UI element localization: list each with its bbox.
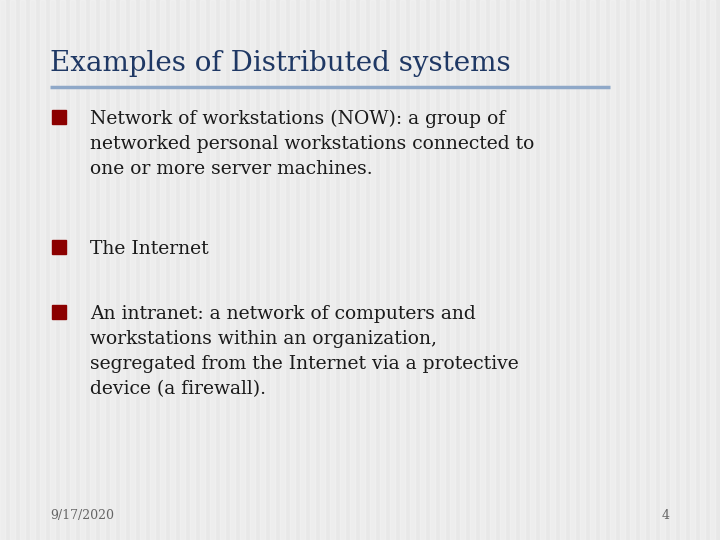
Bar <box>700 0 705 540</box>
Bar <box>52 305 66 319</box>
Bar <box>620 0 625 540</box>
Bar <box>650 0 655 540</box>
Bar <box>300 0 305 540</box>
Bar <box>170 0 175 540</box>
Bar <box>540 0 545 540</box>
Bar <box>90 0 95 540</box>
Bar <box>230 0 235 540</box>
Bar <box>320 0 325 540</box>
Bar <box>400 0 405 540</box>
Bar <box>60 0 65 540</box>
Bar <box>670 0 675 540</box>
Bar <box>600 0 605 540</box>
Bar <box>10 0 15 540</box>
Text: An intranet: a network of computers and
workstations within an organization,
seg: An intranet: a network of computers and … <box>90 305 518 398</box>
Bar <box>490 0 495 540</box>
Bar <box>530 0 535 540</box>
Bar <box>590 0 595 540</box>
Bar <box>450 0 455 540</box>
Bar <box>52 110 66 124</box>
Bar <box>150 0 155 540</box>
Bar <box>110 0 115 540</box>
Bar <box>710 0 715 540</box>
Bar <box>260 0 265 540</box>
Text: Examples of Distributed systems: Examples of Distributed systems <box>50 50 510 77</box>
Bar <box>160 0 165 540</box>
Bar <box>220 0 225 540</box>
Bar <box>330 0 335 540</box>
Bar <box>250 0 255 540</box>
Bar <box>440 0 445 540</box>
Bar <box>520 0 525 540</box>
Text: The Internet: The Internet <box>90 240 209 258</box>
Bar <box>570 0 575 540</box>
Bar <box>430 0 435 540</box>
Text: 9/17/2020: 9/17/2020 <box>50 509 114 522</box>
Bar <box>130 0 135 540</box>
Bar <box>120 0 125 540</box>
Bar <box>500 0 505 540</box>
Bar <box>40 0 45 540</box>
Bar <box>280 0 285 540</box>
Bar <box>190 0 195 540</box>
Bar <box>340 0 345 540</box>
Bar <box>550 0 555 540</box>
Bar <box>140 0 145 540</box>
Bar <box>310 0 315 540</box>
Bar <box>420 0 425 540</box>
Bar <box>480 0 485 540</box>
Bar <box>20 0 25 540</box>
Bar <box>370 0 375 540</box>
Bar <box>690 0 695 540</box>
Bar <box>270 0 275 540</box>
Bar <box>560 0 565 540</box>
Bar <box>610 0 615 540</box>
Bar <box>180 0 185 540</box>
Bar <box>410 0 415 540</box>
Bar <box>290 0 295 540</box>
Bar <box>660 0 665 540</box>
Bar <box>680 0 685 540</box>
Bar <box>380 0 385 540</box>
Bar <box>80 0 85 540</box>
Bar <box>50 0 55 540</box>
Bar <box>640 0 645 540</box>
Bar <box>390 0 395 540</box>
Bar <box>70 0 75 540</box>
Bar <box>30 0 35 540</box>
Bar <box>350 0 355 540</box>
Bar <box>0 0 5 540</box>
Bar <box>580 0 585 540</box>
Bar <box>200 0 205 540</box>
Bar <box>210 0 215 540</box>
Text: 4: 4 <box>662 509 670 522</box>
Bar <box>100 0 105 540</box>
Bar <box>460 0 465 540</box>
Bar <box>240 0 245 540</box>
Text: Network of workstations (NOW): a group of
networked personal workstations connec: Network of workstations (NOW): a group o… <box>90 110 534 178</box>
Bar <box>510 0 515 540</box>
Bar <box>52 240 66 254</box>
Bar <box>470 0 475 540</box>
Bar <box>630 0 635 540</box>
Bar <box>360 0 365 540</box>
